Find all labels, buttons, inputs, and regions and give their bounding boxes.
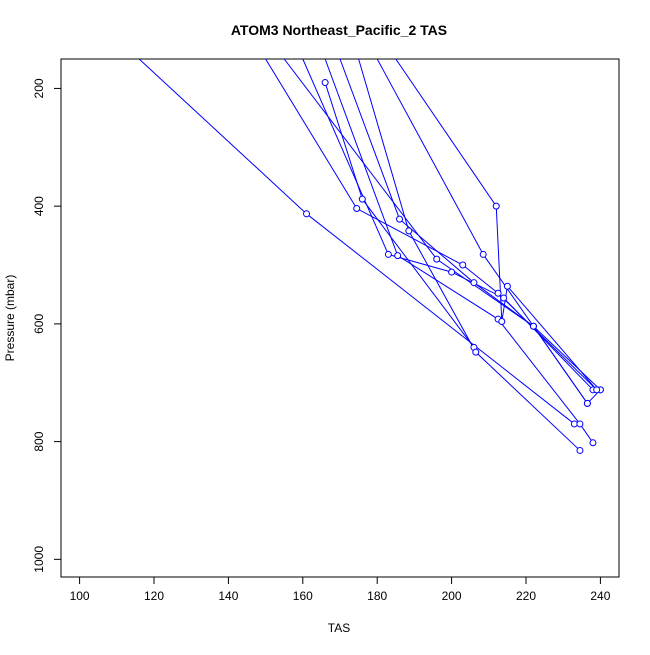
data-point [396, 215, 404, 223]
x-tick-label: 160 [293, 589, 313, 603]
series-line-1 [138, 59, 575, 425]
data-point [576, 420, 584, 428]
data-point [593, 386, 601, 394]
x-tick-label: 200 [442, 589, 462, 603]
x-axis: 100 120 140 160 180 200 220 240 [70, 577, 611, 603]
data-point [448, 268, 456, 276]
data-point [321, 79, 329, 87]
data-point [459, 261, 467, 269]
x-tick-label: 100 [70, 589, 90, 603]
chart-title: ATOM3 Northeast_Pacific_2 TAS [231, 22, 447, 38]
x-tick-label: 140 [218, 589, 238, 603]
data-point [503, 282, 511, 290]
series-line-4 [302, 59, 594, 391]
data-point [589, 439, 597, 447]
data-point [353, 205, 361, 213]
y-tick-label: 400 [32, 196, 46, 216]
series-line-7 [358, 59, 581, 451]
series-line-5 [324, 59, 594, 444]
marker-layer [303, 79, 604, 454]
series-line-10 [283, 59, 588, 404]
x-axis-label: TAS [328, 621, 350, 635]
x-tick-label: 180 [367, 589, 387, 603]
data-point [384, 250, 392, 258]
y-tick-label: 1000 [32, 546, 46, 573]
y-axis: 200 400 600 800 1000 [32, 78, 61, 573]
data-point [498, 318, 506, 326]
data-point [472, 348, 480, 356]
series-line-9 [395, 59, 598, 391]
data-point [303, 210, 311, 218]
series-layer [138, 59, 601, 451]
y-tick-label: 200 [32, 78, 46, 98]
series-line-3 [265, 59, 598, 391]
data-point [576, 446, 584, 454]
data-point [358, 195, 366, 203]
data-point [500, 294, 508, 302]
x-tick-label: 220 [516, 589, 536, 603]
data-point [433, 255, 441, 263]
x-tick-label: 240 [590, 589, 610, 603]
data-point [492, 202, 500, 210]
y-tick-label: 800 [32, 431, 46, 451]
y-tick-label: 600 [32, 314, 46, 334]
data-point [494, 289, 502, 297]
x-tick-label: 120 [144, 589, 164, 603]
data-point [405, 227, 413, 235]
data-point [394, 252, 402, 260]
y-axis-label: Pressure (mbar) [3, 275, 17, 362]
data-point [529, 322, 537, 330]
data-point [583, 399, 591, 407]
data-point [470, 279, 478, 287]
series-line-6 [339, 59, 601, 391]
data-point [479, 250, 487, 258]
